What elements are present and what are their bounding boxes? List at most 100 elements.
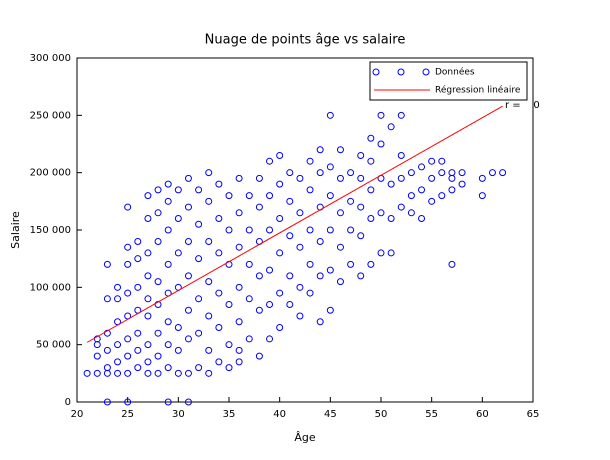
- data-point: [407, 192, 415, 200]
- data-point: [103, 260, 111, 268]
- data-point: [418, 163, 426, 171]
- x-tick-label: 20: [71, 409, 84, 420]
- data-point: [357, 151, 365, 159]
- data-point: [144, 249, 152, 257]
- data-point: [316, 318, 324, 326]
- data-point: [347, 260, 355, 268]
- x-tick-label: 45: [324, 409, 337, 420]
- data-point: [407, 169, 415, 177]
- data-point: [144, 215, 152, 223]
- data-point: [205, 169, 213, 177]
- data-point: [154, 278, 162, 286]
- data-point: [174, 186, 182, 194]
- data-point: [114, 295, 122, 303]
- legend-label: Régression linéaire: [435, 85, 521, 96]
- y-tick-label: 100 000: [30, 282, 71, 293]
- data-point: [235, 243, 243, 251]
- data-point: [326, 192, 334, 200]
- data-point: [195, 186, 203, 194]
- data-point: [184, 174, 192, 182]
- data-point: [407, 209, 415, 217]
- data-point: [276, 323, 284, 331]
- data-point: [184, 203, 192, 211]
- data-point: [266, 192, 274, 200]
- data-point: [235, 358, 243, 366]
- data-point: [306, 260, 314, 268]
- data-point: [316, 169, 324, 177]
- data-point: [144, 312, 152, 320]
- data-point: [336, 243, 344, 251]
- data-point: [144, 295, 152, 303]
- data-point: [266, 335, 274, 343]
- data-point: [154, 329, 162, 337]
- data-point: [103, 398, 111, 406]
- data-point: [154, 369, 162, 377]
- data-point: [488, 169, 496, 177]
- data-point: [276, 151, 284, 159]
- data-point: [215, 180, 223, 188]
- y-tick-label: 0: [65, 397, 71, 408]
- data-point: [367, 215, 375, 223]
- data-point: [276, 215, 284, 223]
- data-point: [255, 306, 263, 314]
- data-point: [195, 329, 203, 337]
- data-point: [286, 197, 294, 205]
- data-point: [154, 209, 162, 217]
- data-point: [114, 283, 122, 291]
- legend-marker: [397, 68, 405, 76]
- data-point: [225, 301, 233, 309]
- data-point: [195, 295, 203, 303]
- data-point: [357, 232, 365, 240]
- data-point: [215, 215, 223, 223]
- data-point: [296, 283, 304, 291]
- data-point: [205, 346, 213, 354]
- data-point: [174, 249, 182, 257]
- data-point: [124, 289, 132, 297]
- data-point: [438, 192, 446, 200]
- data-point: [245, 295, 253, 303]
- data-point: [448, 260, 456, 268]
- data-point: [154, 352, 162, 360]
- data-point: [255, 203, 263, 211]
- data-point: [124, 369, 132, 377]
- data-point: [205, 278, 213, 286]
- data-point: [174, 369, 182, 377]
- x-tick-label: 60: [476, 409, 489, 420]
- data-point: [164, 197, 172, 205]
- data-point: [134, 283, 142, 291]
- regression-line: [86, 105, 503, 343]
- y-tick-label: 50 000: [36, 340, 71, 351]
- data-point: [397, 203, 405, 211]
- data-point: [336, 209, 344, 217]
- data-point: [478, 174, 486, 182]
- data-point: [124, 335, 132, 343]
- data-point: [306, 289, 314, 297]
- data-point: [276, 180, 284, 188]
- data-point: [377, 111, 385, 119]
- data-point: [83, 369, 91, 377]
- x-tick-label: 65: [527, 409, 540, 420]
- data-point: [114, 341, 122, 349]
- data-point: [144, 358, 152, 366]
- data-point: [428, 197, 436, 205]
- data-point: [266, 157, 274, 165]
- data-point: [164, 398, 172, 406]
- data-point: [296, 174, 304, 182]
- data-point: [387, 180, 395, 188]
- data-point: [124, 352, 132, 360]
- data-point: [134, 329, 142, 337]
- data-point: [428, 157, 436, 165]
- data-point: [336, 174, 344, 182]
- data-point: [225, 341, 233, 349]
- data-point: [103, 346, 111, 354]
- data-point: [326, 111, 334, 119]
- data-point: [235, 174, 243, 182]
- data-point: [93, 335, 101, 343]
- data-point: [286, 232, 294, 240]
- data-point: [215, 323, 223, 331]
- data-point: [326, 306, 334, 314]
- data-point: [387, 123, 395, 131]
- data-point: [286, 272, 294, 280]
- data-point: [124, 260, 132, 268]
